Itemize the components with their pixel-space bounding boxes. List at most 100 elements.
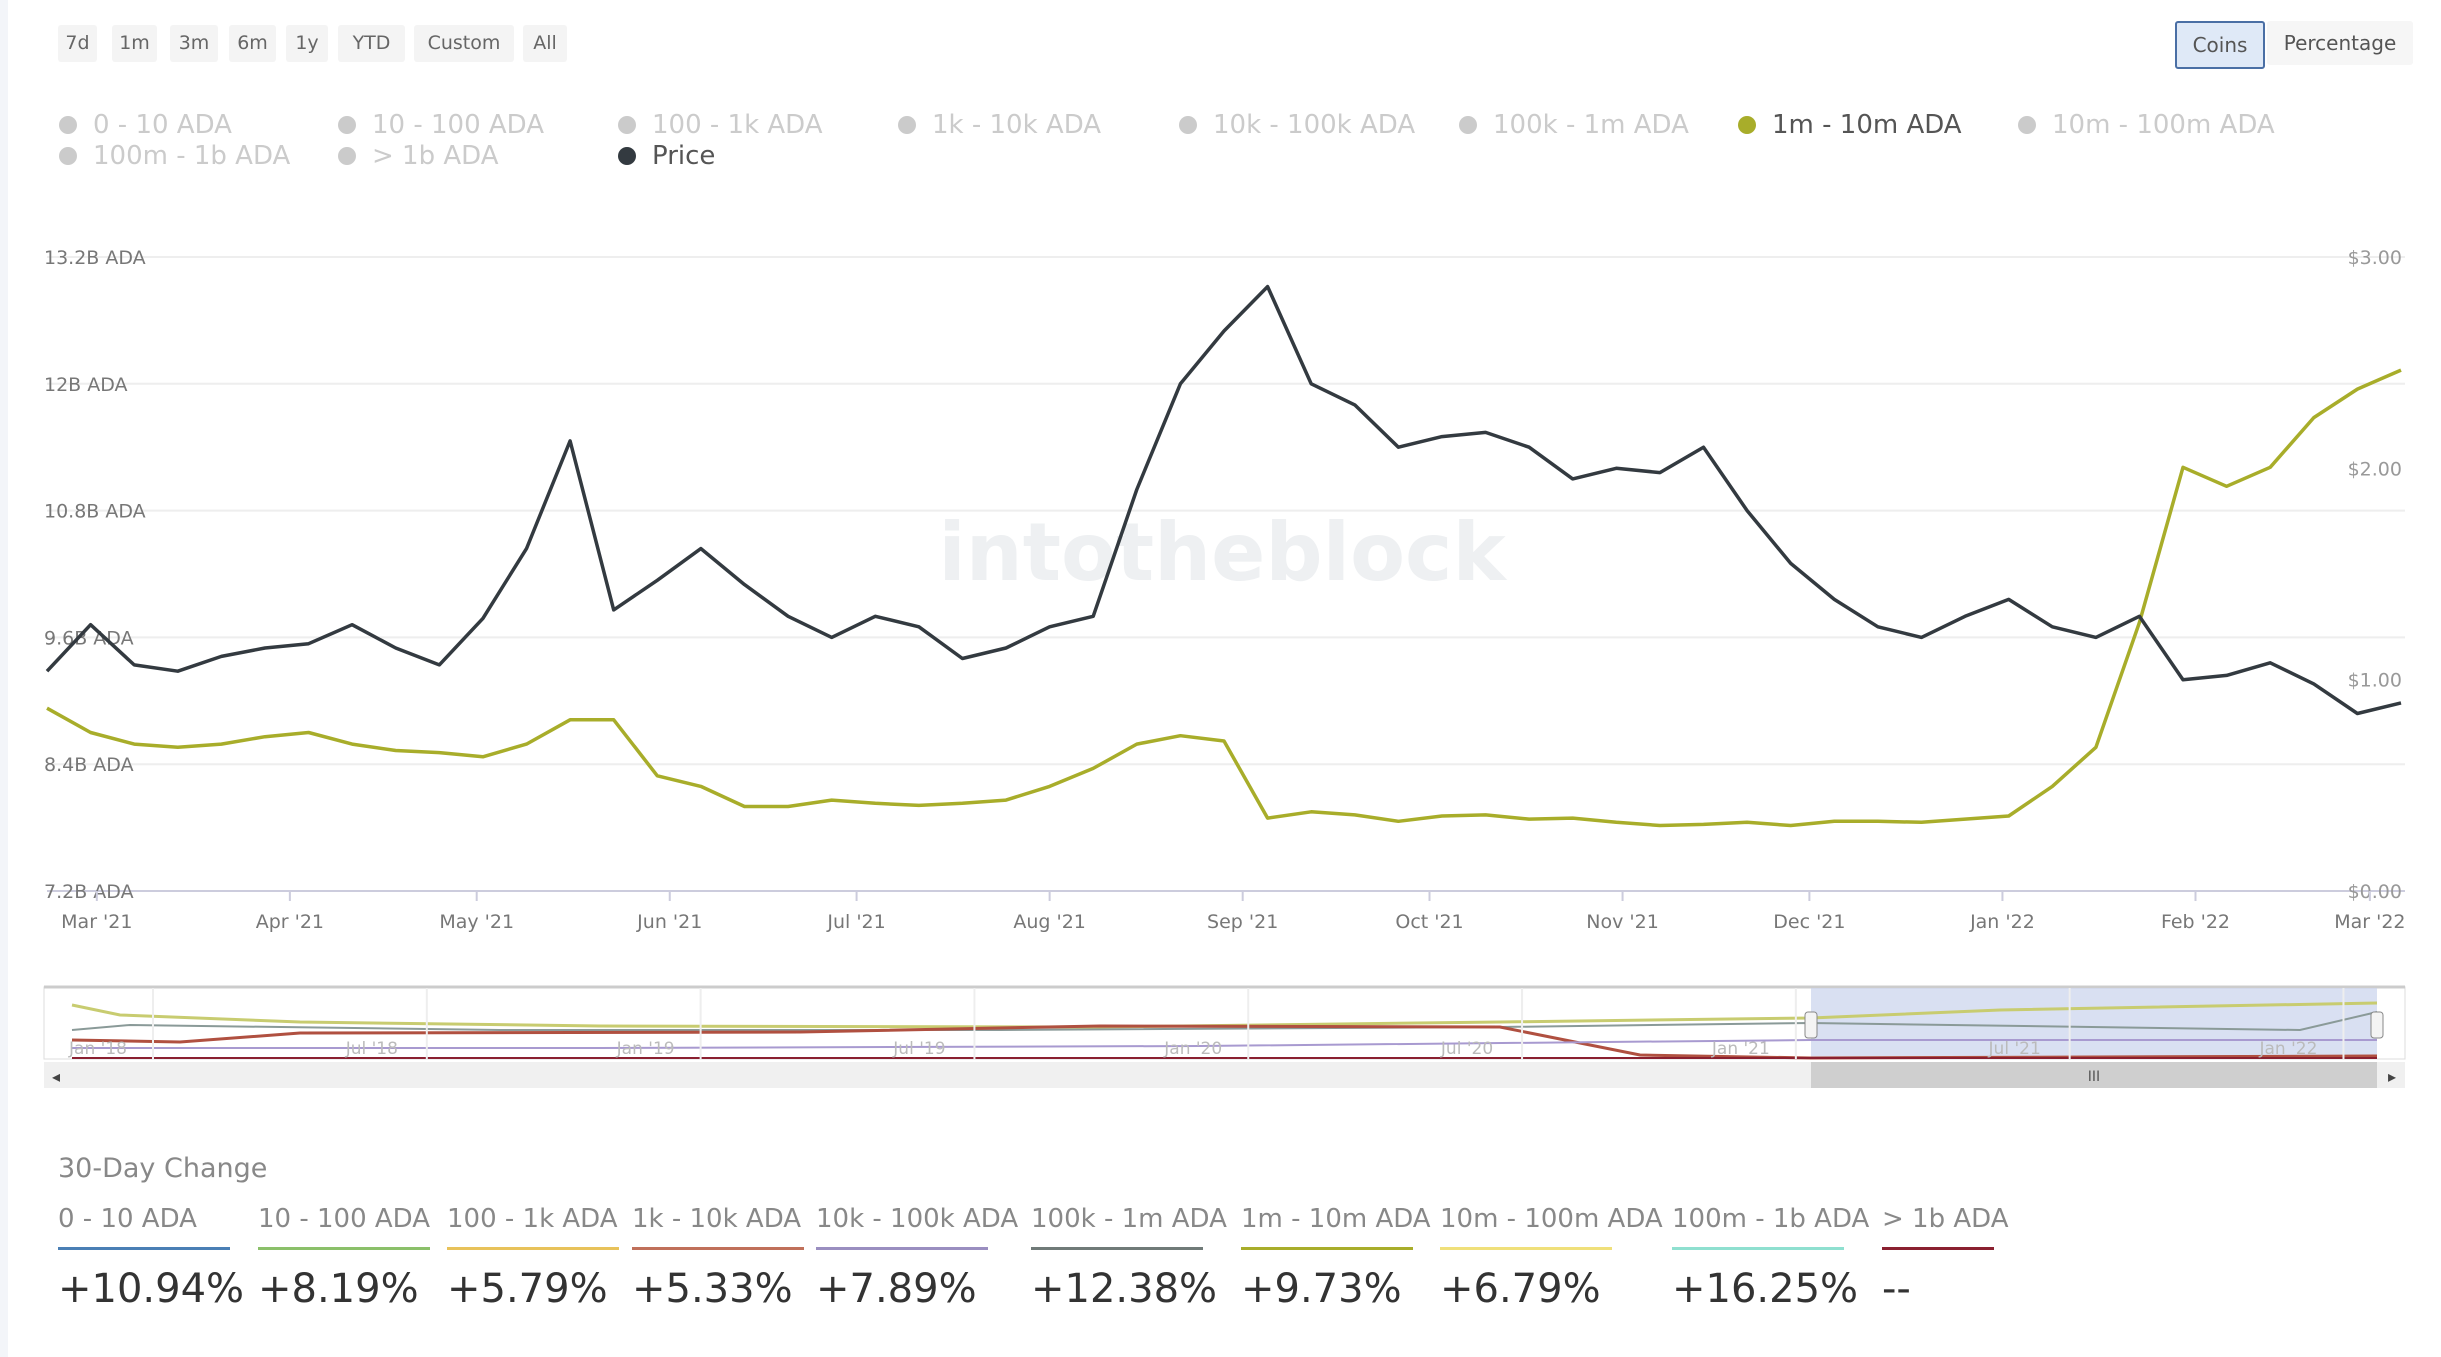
x-tick-label: Feb '22 <box>2161 911 2230 933</box>
legend-dot-icon <box>1179 116 1197 134</box>
series-color-bar <box>1031 1247 1203 1250</box>
y-right-tick-label: $3.00 <box>2348 247 2402 269</box>
change-label: 1m - 10m ADA <box>1241 1204 1431 1234</box>
change-value: +10.94% <box>58 1266 245 1312</box>
range-button-6m[interactable]: 6m <box>229 25 276 62</box>
change-value: +16.25% <box>1672 1266 1859 1312</box>
change-label: 0 - 10 ADA <box>58 1204 197 1234</box>
legend-item[interactable]: Price <box>618 141 715 171</box>
range-button-7d[interactable]: 7d <box>58 25 97 62</box>
navigator-label: Jul '19 <box>892 1039 945 1059</box>
range-button-custom[interactable]: Custom <box>414 25 514 62</box>
legend-label: 1k - 10k ADA <box>932 110 1102 140</box>
y-right-tick-label: $1.00 <box>2348 670 2402 692</box>
navigator-label: Jan '19 <box>616 1039 675 1059</box>
navigator-label: Jan '22 <box>2259 1039 2318 1059</box>
scroll-left-arrow[interactable]: ◂ <box>52 1067 60 1086</box>
navigator-left-handle[interactable] <box>1804 1011 1818 1039</box>
x-tick-label: Jun '21 <box>636 911 702 933</box>
legend-item[interactable]: 10 - 100 ADA <box>338 110 544 140</box>
change-value: +8.19% <box>258 1266 419 1312</box>
x-tick-label: Dec '21 <box>1773 911 1845 933</box>
range-button-1y[interactable]: 1y <box>286 25 328 62</box>
thirty-day-change-title: 30-Day Change <box>58 1153 268 1184</box>
change-item: 100k - 1m ADA +12.38% <box>1031 1204 1227 1312</box>
navigator-label: Jan '21 <box>1711 1039 1770 1059</box>
series-color-bar <box>1241 1247 1413 1250</box>
legend-dot-icon <box>338 147 356 165</box>
coins-toggle[interactable]: Coins <box>2175 21 2265 69</box>
change-value: -- <box>1882 1266 1911 1312</box>
navigator-line-100k-1m <box>71 1011 2378 1032</box>
x-tick-label: Oct '21 <box>1395 911 1463 933</box>
change-value: +5.79% <box>447 1266 608 1312</box>
x-tick-label: Jul '21 <box>826 911 885 933</box>
x-tick-label: Mar '22 <box>2334 911 2405 933</box>
legend-item[interactable]: 1m - 10m ADA <box>1738 110 1962 140</box>
scroll-right-arrow[interactable]: ▸ <box>2388 1067 2396 1086</box>
legend-dot-icon <box>618 116 636 134</box>
change-item: 10m - 100m ADA +6.79% <box>1440 1204 1663 1312</box>
legend-dot-icon <box>338 116 356 134</box>
navigator-label: Jan '20 <box>1163 1039 1222 1059</box>
legend-label: 1m - 10m ADA <box>1772 110 1962 140</box>
range-button-all[interactable]: All <box>523 25 567 62</box>
legend-item[interactable]: 100k - 1m ADA <box>1459 110 1689 140</box>
series-color-bar <box>258 1247 430 1250</box>
series-color-bar <box>1882 1247 1994 1250</box>
range-button-ytd[interactable]: YTD <box>338 25 405 62</box>
page-edge <box>0 0 8 1357</box>
legend-item[interactable]: 10k - 100k ADA <box>1179 110 1415 140</box>
change-value: +9.73% <box>1241 1266 1402 1312</box>
change-item: 100m - 1b ADA +16.25% <box>1672 1204 1869 1312</box>
series-line-price <box>45 284 2402 716</box>
legend-item[interactable]: > 1b ADA <box>338 141 499 171</box>
legend-label: > 1b ADA <box>372 141 499 171</box>
change-label: 100k - 1m ADA <box>1031 1204 1227 1234</box>
navigator-label: Jul '18 <box>345 1039 398 1059</box>
change-label: 1k - 10k ADA <box>632 1204 802 1234</box>
scrollbar-thumb[interactable] <box>1811 1062 2377 1088</box>
scrollbar-grip-icon: III <box>2088 1069 2100 1085</box>
legend-dot-icon <box>59 147 77 165</box>
legend-label: 10k - 100k ADA <box>1213 110 1416 140</box>
legend-dot-icon <box>2018 116 2036 134</box>
navigator-label: Jul '21 <box>1988 1039 2041 1059</box>
range-button-1m[interactable]: 1m <box>112 25 157 62</box>
navigator-right-handle[interactable] <box>2370 1011 2384 1039</box>
change-value: +5.33% <box>632 1266 793 1312</box>
legend-dot-icon <box>618 147 636 165</box>
legend-label: 100k - 1m ADA <box>1493 110 1689 140</box>
change-label: > 1b ADA <box>1882 1204 2009 1234</box>
percentage-toggle[interactable]: Percentage <box>2267 21 2413 65</box>
legend-label: 0 - 10 ADA <box>93 110 232 140</box>
legend-item[interactable]: 100 - 1k ADA <box>618 110 823 140</box>
series-color-bar <box>632 1247 804 1250</box>
legend-item[interactable]: 10m - 100m ADA <box>2018 110 2275 140</box>
change-item: 0 - 10 ADA +10.94% <box>58 1204 244 1312</box>
watermark-logo: intotheblock <box>938 506 1507 599</box>
y-left-tick-label: 7.2B ADA <box>44 881 134 903</box>
change-label: 10 - 100 ADA <box>258 1204 431 1234</box>
change-value: +12.38% <box>1031 1266 1218 1312</box>
legend-item[interactable]: 1k - 10k ADA <box>898 110 1101 140</box>
x-tick-label: Apr '21 <box>256 911 324 933</box>
navigator-line-10k-100k <box>72 1039 2377 1049</box>
change-value: +7.89% <box>816 1266 977 1312</box>
x-tick-label: Sep '21 <box>1207 911 1278 933</box>
legend-item[interactable]: 100m - 1b ADA <box>59 141 290 171</box>
x-tick-label: May '21 <box>439 911 514 933</box>
x-tick-label: Aug '21 <box>1013 911 1086 933</box>
navigator[interactable]: Jan '18 Jul '18 Jan '19 Jul '19 Jan '20 Jul '… <box>43 985 2406 1088</box>
series-color-bar <box>58 1247 230 1250</box>
range-button-3m[interactable]: 3m <box>170 25 218 62</box>
y-left-tick-label: 12B ADA <box>44 374 128 396</box>
navigator-label: Jul '20 <box>1440 1039 1493 1059</box>
legend-item[interactable]: 0 - 10 ADA <box>59 110 232 140</box>
y-left-tick-label: 13.2B ADA <box>44 247 146 269</box>
change-label: 100 - 1k ADA <box>447 1204 618 1234</box>
legend-label: 10m - 100m ADA <box>2052 110 2275 140</box>
legend-dot-icon <box>898 116 916 134</box>
legend-label: 100 - 1k ADA <box>652 110 823 140</box>
y-left-tick-label: 8.4B ADA <box>44 754 134 776</box>
